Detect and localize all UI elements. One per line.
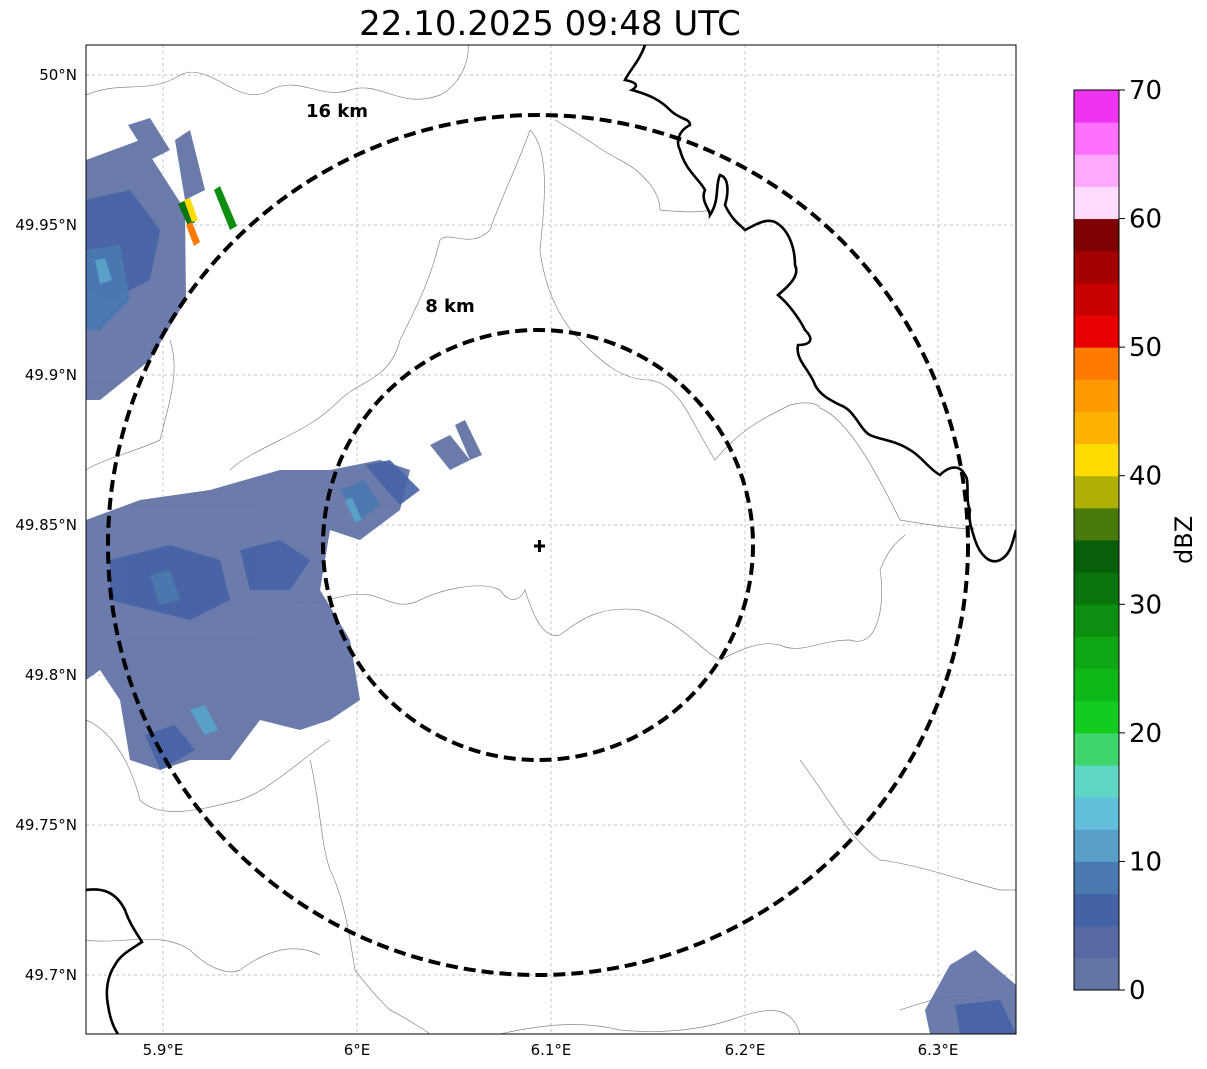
- colorbar-segment: [1074, 315, 1119, 348]
- lon-tick-label: 6.1°E: [531, 1041, 572, 1059]
- colorbar-segment: [1074, 668, 1119, 702]
- colorbar-segment: [1074, 475, 1119, 509]
- colorbar-segment: [1074, 154, 1119, 187]
- range-ring-16km: [106, 113, 970, 977]
- colorbar-segment: [1074, 636, 1119, 670]
- colorbar-tick-label: 40: [1129, 462, 1162, 492]
- colorbar-segment: [1074, 250, 1119, 284]
- lat-tick-label: 49.75°N: [15, 816, 77, 834]
- colorbar-tick-label: 50: [1129, 333, 1162, 363]
- range-rings: [106, 113, 970, 977]
- colorbar: [1074, 90, 1119, 991]
- colorbar-segment: [1074, 90, 1119, 123]
- lat-tick-label: 49.85°N: [15, 516, 77, 534]
- colorbar-segment: [1074, 861, 1119, 895]
- lon-tick-label: 6.3°E: [918, 1041, 959, 1059]
- colorbar-tick-label: 10: [1129, 847, 1162, 877]
- colorbar-segment: [1074, 572, 1119, 605]
- colorbar-tick-label: 30: [1129, 590, 1162, 620]
- lat-tick-label: 49.8°N: [25, 666, 77, 684]
- lon-tick-label: 6.2°E: [725, 1041, 766, 1059]
- colorbar-segment: [1074, 379, 1119, 412]
- colorbar-segment: [1074, 797, 1119, 830]
- colorbar-segment: [1074, 347, 1119, 380]
- colorbar-segment: [1074, 700, 1119, 734]
- colorbar-tick-label: 60: [1129, 205, 1162, 235]
- admin-boundaries: [86, 45, 1016, 1034]
- colorbar-segment: [1074, 411, 1119, 445]
- colorbar-segment: [1074, 732, 1119, 766]
- colorbar-segment: [1074, 443, 1119, 477]
- lon-tick-label: 5.9°E: [143, 1041, 184, 1059]
- ring-label-16km: 16 km: [306, 101, 368, 122]
- map-frame: [85, 44, 1017, 1035]
- colorbar-segment: [1074, 765, 1119, 798]
- reflectivity-echoes: [86, 118, 1016, 1034]
- range-ring-8km: [321, 328, 755, 762]
- colorbar-label: dBZ: [1170, 515, 1198, 564]
- colorbar-segment: [1074, 122, 1119, 155]
- colorbar-tick-label: 20: [1129, 719, 1162, 749]
- colorbar-segment: [1074, 540, 1119, 573]
- colorbar-segment: [1074, 893, 1119, 927]
- lat-tick-label: 49.7°N: [25, 966, 77, 984]
- lat-tick-label: 49.9°N: [25, 366, 77, 384]
- longitude-axis: 5.9°E 6°E 6.1°E 6.2°E 6.3°E: [143, 1041, 959, 1059]
- colorbar-segment: [1074, 829, 1119, 862]
- lat-tick-label: 49.95°N: [15, 216, 77, 234]
- colorbar-segment: [1074, 604, 1119, 637]
- colorbar-tick-label: 0: [1129, 976, 1146, 1006]
- chart-title: 22.10.2025 09:48 UTC: [359, 4, 741, 44]
- colorbar-segment: [1074, 925, 1119, 959]
- colorbar-segment: [1074, 957, 1119, 991]
- latitude-axis: 50°N 49.95°N 49.9°N 49.85°N 49.8°N 49.75…: [15, 66, 77, 984]
- colorbar-ticks: 0 10 20 30 40 50 60 70: [1119, 76, 1162, 1006]
- ring-label-8km: 8 km: [425, 296, 475, 317]
- lon-tick-label: 6°E: [344, 1041, 371, 1059]
- plus-icon: [534, 540, 545, 552]
- colorbar-segment: [1074, 282, 1119, 316]
- lat-tick-label: 50°N: [39, 66, 77, 84]
- colorbar-tick-label: 70: [1129, 76, 1162, 106]
- colorbar-segment: [1074, 186, 1119, 220]
- colorbar-segment: [1074, 507, 1119, 541]
- colorbar-frame: [1073, 89, 1120, 991]
- colorbar-segment: [1074, 218, 1119, 252]
